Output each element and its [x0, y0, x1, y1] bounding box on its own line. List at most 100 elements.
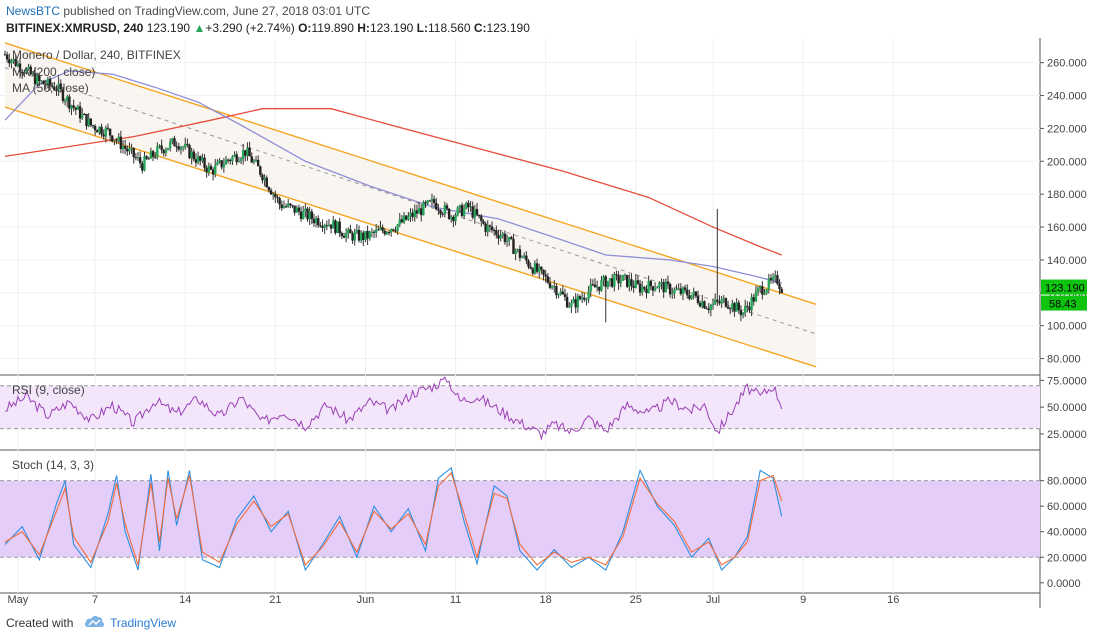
candle-body [55, 90, 58, 92]
candle-body [771, 276, 775, 281]
candle-body [778, 283, 781, 289]
candle-body [293, 205, 296, 213]
candle-body [512, 238, 515, 254]
price-chart[interactable]: May71421Jun111825Jul91680.000100.000120.… [0, 38, 1100, 608]
candle-body [134, 157, 138, 159]
candle-body [465, 202, 468, 209]
candle-body [417, 208, 421, 214]
candle-body [317, 218, 320, 226]
candle-body [701, 301, 704, 307]
candle-body [248, 147, 251, 157]
candle-body [93, 126, 97, 131]
publisher-name[interactable]: NewsBTC [6, 4, 61, 18]
close-label: C: [473, 21, 487, 35]
stoch-tick-label: 40.0000 [1047, 527, 1087, 539]
tradingview-cloud-icon[interactable] [84, 614, 106, 630]
candle-body [484, 223, 487, 232]
candle-body [475, 209, 479, 215]
rsi-value-badge-text: 58.43 [1049, 299, 1077, 311]
candle-body [387, 232, 391, 234]
candle-body [683, 287, 687, 290]
chart-header: NewsBTC published on TradingView.com, Ju… [0, 0, 1100, 38]
candle-body [692, 291, 695, 295]
candle-body [177, 146, 180, 150]
candle-body [759, 286, 762, 289]
candle-body [121, 146, 125, 150]
candle-body [647, 280, 650, 294]
candle-body [158, 145, 161, 147]
low-value: 118.560 [428, 21, 471, 35]
candle-body [574, 299, 577, 308]
candle-body [314, 218, 318, 224]
candle-body [385, 232, 389, 235]
x-tick-label: 7 [92, 594, 98, 606]
high-value: 123.190 [369, 21, 414, 35]
candle-body [492, 230, 496, 232]
candle-body [8, 59, 11, 64]
candle-body [368, 231, 371, 239]
candle-body [59, 83, 62, 89]
candle-body [46, 78, 50, 86]
y-tick-label: 260.000 [1047, 58, 1087, 70]
candle-body [495, 230, 498, 235]
candle-body [748, 307, 751, 311]
candle-body [632, 285, 635, 288]
candle-body [297, 207, 301, 212]
candle-body [604, 276, 607, 287]
candle-body [278, 198, 281, 205]
y-tick-label: 180.000 [1047, 189, 1087, 201]
candle-body [480, 216, 483, 222]
candle-body [763, 293, 766, 295]
candle-body [310, 211, 314, 219]
candle-body [325, 225, 329, 227]
candle-body [38, 75, 41, 82]
candle-body [160, 145, 163, 150]
candle-body [769, 278, 773, 281]
candle-body [690, 294, 693, 299]
candle-body [638, 283, 642, 293]
candle-body [606, 280, 610, 287]
candle-body [625, 274, 629, 287]
candle-body [261, 174, 264, 181]
candle-body [342, 235, 346, 238]
candle-body [203, 157, 206, 168]
candle-body [98, 126, 101, 133]
x-tick-label: Jul [706, 594, 720, 606]
tradingview-link[interactable]: TradingView [110, 616, 177, 630]
candle-body [222, 164, 226, 168]
candle-body [467, 202, 470, 208]
candle-body [169, 141, 172, 148]
candle-body [209, 166, 213, 170]
candle-body [550, 286, 554, 288]
candle-body [668, 284, 672, 295]
candle-body [548, 282, 552, 288]
candle-body [529, 266, 532, 269]
candle-body [132, 147, 135, 158]
candle-body [340, 233, 344, 236]
candle-body [780, 288, 783, 293]
candle-body [662, 282, 665, 293]
candle-body [319, 225, 322, 227]
candle-body [100, 126, 103, 135]
candle-body [164, 149, 168, 154]
candle-body [143, 156, 146, 171]
candle-body [666, 281, 670, 285]
rsi-tick-label: 25.0000 [1047, 429, 1087, 441]
candle-body [636, 280, 640, 284]
ma200-label: MA (200, close) [12, 65, 95, 79]
candle-body [111, 135, 114, 142]
candle-body [295, 207, 298, 213]
candle-body [226, 159, 230, 161]
candle-body [488, 225, 492, 227]
candle-body [181, 147, 185, 149]
candle-body [731, 303, 734, 310]
candle-body [29, 66, 32, 75]
candle-body [456, 207, 459, 216]
publish-line: NewsBTC published on TradingView.com, Ju… [6, 4, 370, 18]
candle-body [63, 100, 67, 102]
symbol-label[interactable]: BITFINEX:XMRUSD, 240 [6, 21, 144, 35]
candle-body [671, 293, 674, 295]
change-up-icon: ▲ [193, 21, 206, 35]
candle-body [145, 156, 148, 159]
candle-body [615, 274, 618, 276]
